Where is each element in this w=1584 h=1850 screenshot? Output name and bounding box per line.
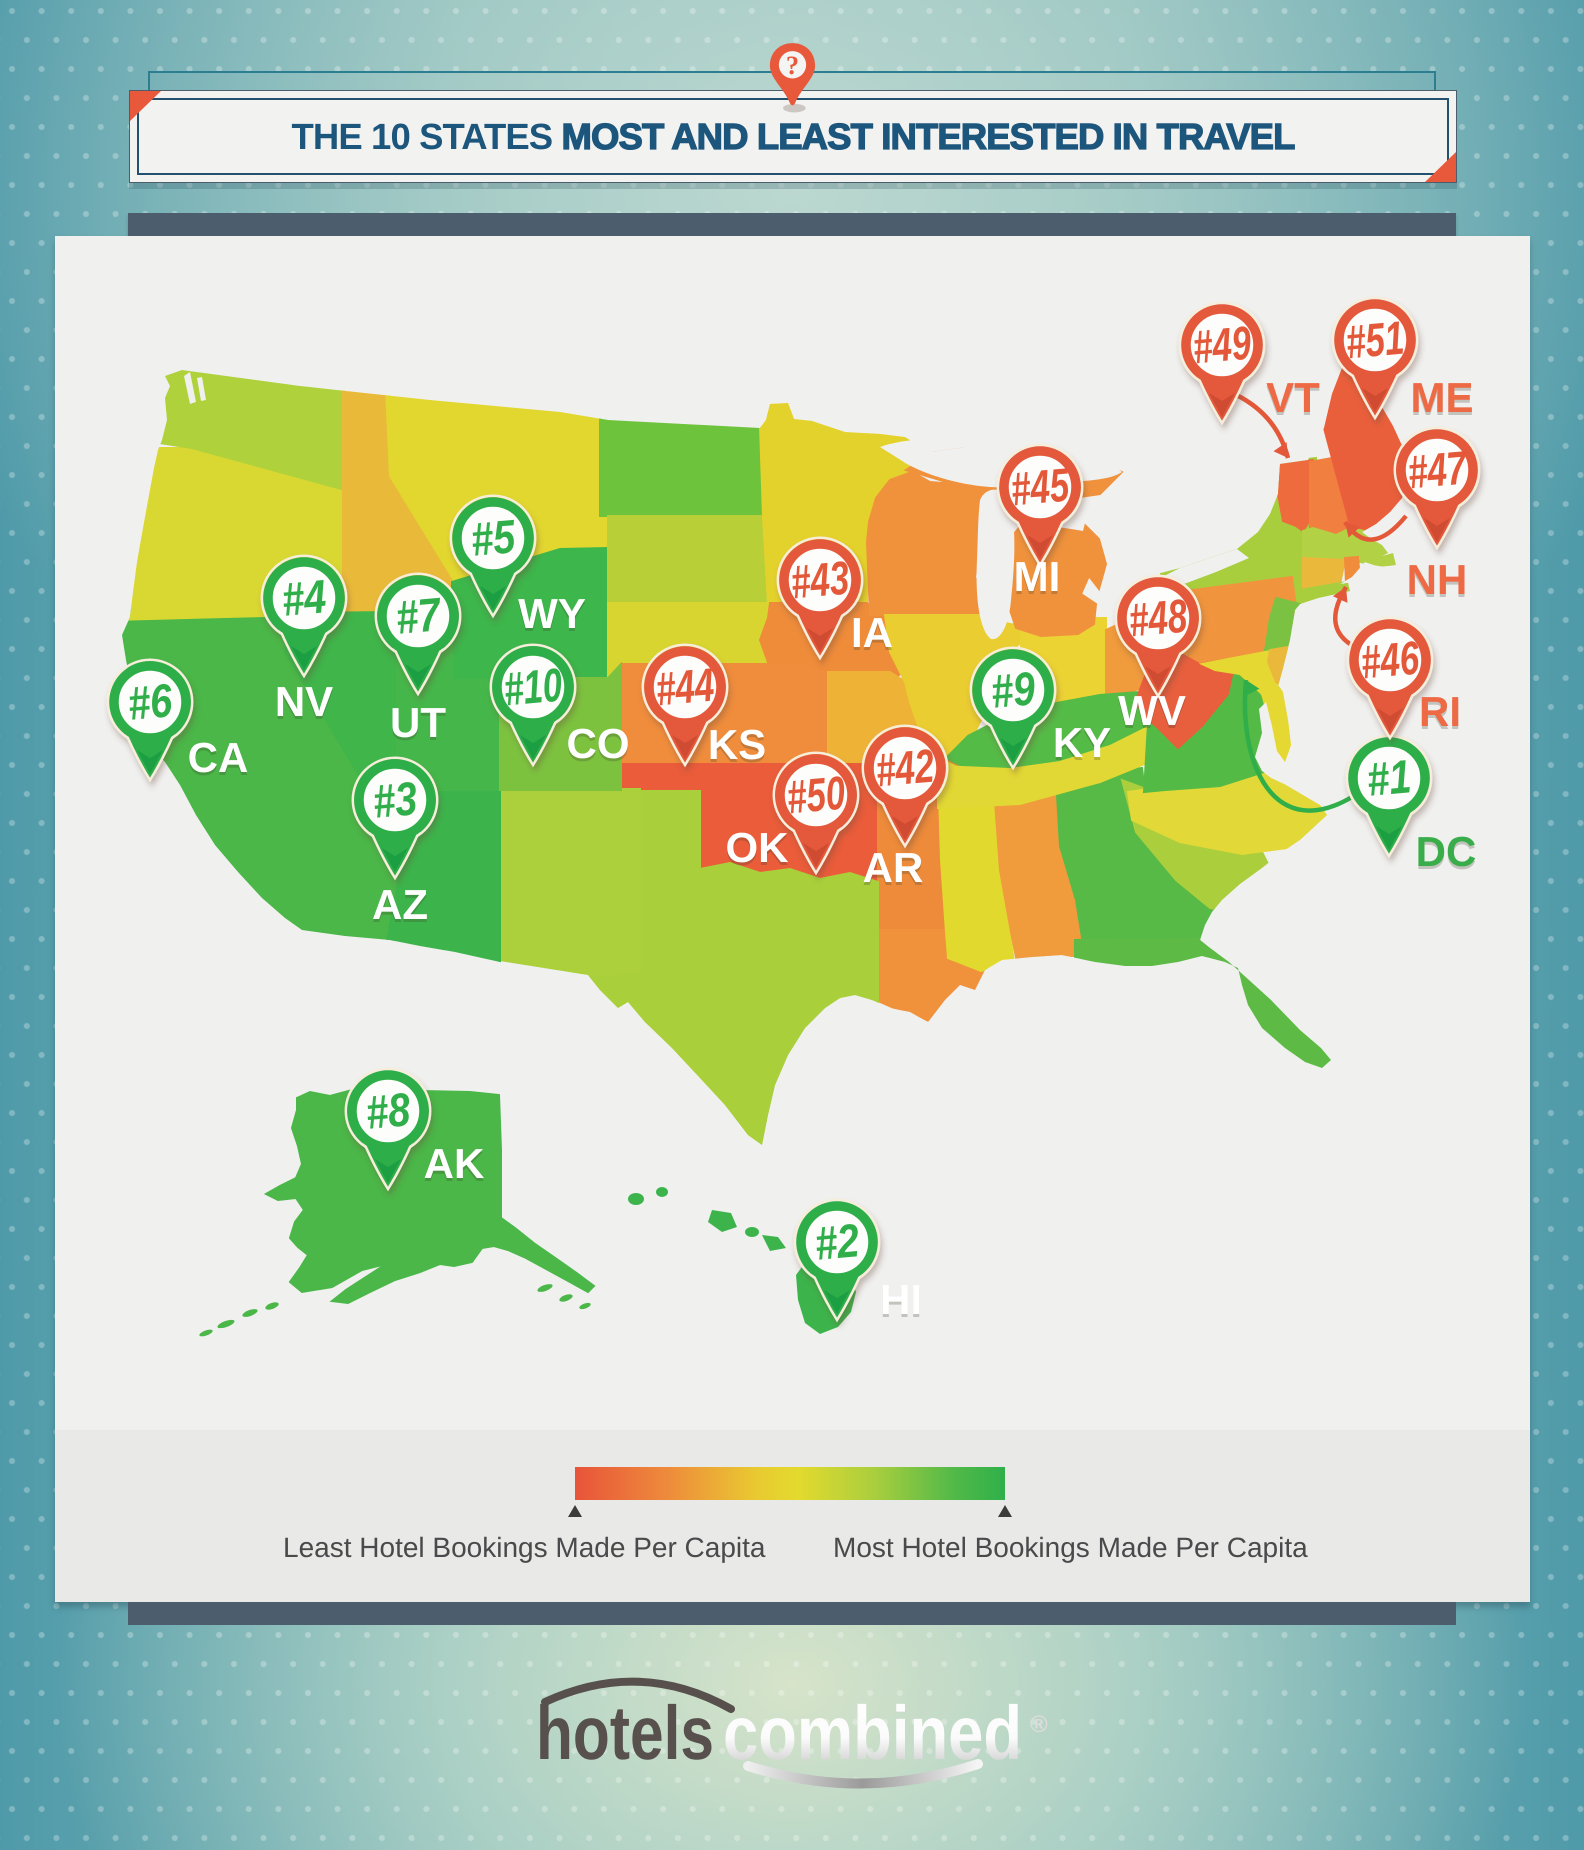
svg-text:IA: IA xyxy=(851,609,893,656)
svg-text:CA: CA xyxy=(188,737,249,784)
svg-text:?: ? xyxy=(786,52,799,81)
svg-text:#7: #7 xyxy=(394,587,444,644)
svg-text:#9: #9 xyxy=(989,661,1037,718)
svg-text:AK: AK xyxy=(424,1140,485,1187)
svg-text:NV: NV xyxy=(275,681,333,728)
svg-text:#50: #50 xyxy=(785,766,847,824)
svg-text:CO: CO xyxy=(567,723,630,770)
svg-text:#42: #42 xyxy=(874,739,936,797)
svg-text:AR: AR xyxy=(863,844,924,891)
svg-text:IA: IA xyxy=(851,612,893,659)
svg-text:WV: WV xyxy=(1118,690,1186,737)
svg-text:AZ: AZ xyxy=(372,884,428,931)
svg-text:#8: #8 xyxy=(364,1082,413,1139)
svg-text:#5: #5 xyxy=(469,509,518,566)
svg-text:ME: ME xyxy=(1411,377,1474,424)
svg-text:hotels: hotels xyxy=(536,1691,714,1776)
svg-text:#48: #48 xyxy=(1127,589,1190,647)
svg-text:CA: CA xyxy=(188,734,249,781)
svg-text:OK: OK xyxy=(726,824,789,871)
svg-text:RI: RI xyxy=(1419,688,1461,735)
svg-text:#2: #2 xyxy=(813,1213,861,1270)
svg-text:#49: #49 xyxy=(1191,316,1253,374)
svg-text:KS: KS xyxy=(708,724,766,771)
svg-text:KY: KY xyxy=(1053,719,1111,766)
svg-text:KS: KS xyxy=(708,721,766,768)
svg-text:#45: #45 xyxy=(1009,458,1072,516)
svg-text:WY: WY xyxy=(518,590,586,637)
svg-text:VT: VT xyxy=(1266,374,1320,421)
svg-text:UT: UT xyxy=(390,699,446,746)
svg-text:AR: AR xyxy=(863,847,924,894)
svg-text:KY: KY xyxy=(1053,722,1111,769)
svg-text:#6: #6 xyxy=(126,673,175,730)
svg-text:AK: AK xyxy=(424,1143,485,1190)
svg-text:VT: VT xyxy=(1266,377,1320,424)
svg-text:#3: #3 xyxy=(371,771,419,828)
svg-text:#10: #10 xyxy=(502,658,564,716)
svg-text:ME: ME xyxy=(1411,374,1474,421)
svg-text:HI: HI xyxy=(880,1276,922,1323)
svg-text:UT: UT xyxy=(390,702,446,749)
svg-text:®: ® xyxy=(1030,1711,1048,1738)
svg-text:#44: #44 xyxy=(654,658,716,716)
svg-text:RI: RI xyxy=(1419,691,1461,738)
svg-text:#43: #43 xyxy=(789,551,851,609)
svg-text:MI: MI xyxy=(1014,556,1061,603)
svg-text:NH: NH xyxy=(1407,559,1468,606)
svg-text:#51: #51 xyxy=(1344,311,1406,369)
svg-text:#47: #47 xyxy=(1406,440,1470,498)
svg-text:DC: DC xyxy=(1416,828,1477,875)
svg-text:WV: WV xyxy=(1118,687,1186,734)
svg-text:#1: #1 xyxy=(1365,749,1413,806)
svg-text:CO: CO xyxy=(567,720,630,767)
svg-text:MI: MI xyxy=(1014,553,1061,600)
svg-text:NV: NV xyxy=(275,678,333,725)
svg-text:#4: #4 xyxy=(280,569,328,626)
svg-text:DC: DC xyxy=(1416,831,1477,878)
svg-text:OK: OK xyxy=(726,827,789,874)
svg-text:#46: #46 xyxy=(1359,631,1422,689)
svg-text:WY: WY xyxy=(518,593,586,640)
svg-text:AZ: AZ xyxy=(372,881,428,928)
svg-text:HI: HI xyxy=(880,1279,922,1326)
svg-text:NH: NH xyxy=(1407,556,1468,603)
